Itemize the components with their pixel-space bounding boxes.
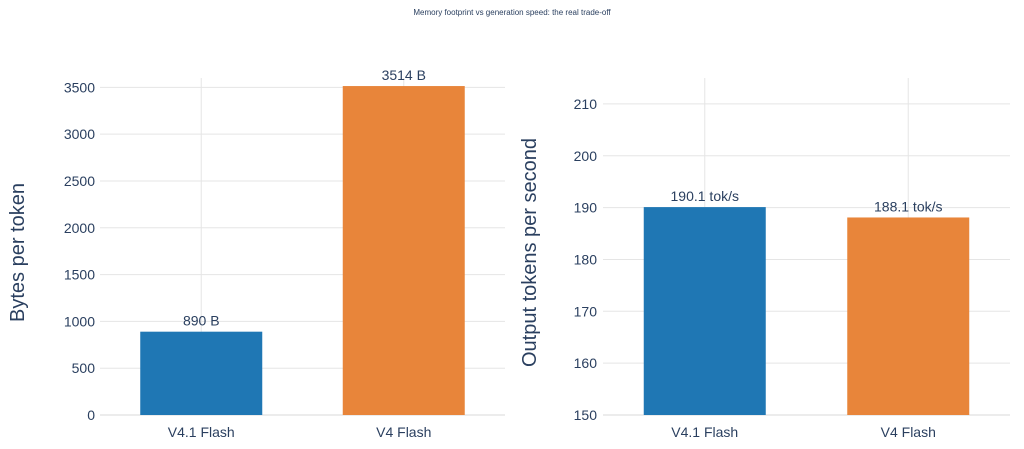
bar-data-label: 890 B: [183, 313, 220, 329]
bar-v4-flash: [342, 86, 465, 416]
x-category-label: V4.1 Flash: [671, 424, 738, 440]
bar-data-label: 188.1 tok/s: [874, 198, 943, 214]
y-tick-label: 500: [72, 360, 96, 376]
y-tick-label: 200: [574, 148, 598, 164]
y-axis-title: Bytes per token: [7, 183, 29, 322]
y-tick-label: 3500: [64, 79, 95, 95]
y-tick-label: 3000: [64, 126, 95, 142]
y-tick-label: 2500: [64, 173, 95, 189]
y-tick-label: 180: [574, 251, 598, 267]
y-tick-label: 190: [574, 200, 598, 216]
y-tick-label: 2000: [64, 220, 95, 236]
bar-data-label: 3514 B: [382, 67, 426, 83]
y-tick-label: 0: [87, 407, 95, 423]
bar-data-label: 190.1 tok/s: [671, 188, 740, 204]
y-tick-label: 160: [574, 355, 598, 371]
y-tick-label: 150: [574, 407, 598, 423]
figure-title: Memory footprint vs generation speed: th…: [413, 8, 611, 17]
x-category-label: V4 Flash: [376, 424, 431, 440]
bytes-per-token-chart: 0 500 1000 1500 2000 2500 3000 3500 890 B V4.1 Fl…: [7, 67, 505, 440]
bar-v4-flash: [847, 217, 970, 415]
y-tick-label: 1500: [64, 267, 95, 283]
x-category-label: V4 Flash: [881, 424, 936, 440]
bar-v4-1-flash: [643, 207, 766, 415]
y-tick-label: 210: [574, 96, 598, 112]
output-tokens-per-second-chart: 150 160 170 180 190 200 210 190.1 tok/s V4.1 Fla…: [519, 78, 1010, 440]
x-category-label: V4.1 Flash: [168, 424, 235, 440]
y-tick-label: 1000: [64, 313, 95, 329]
bar-v4-1-flash: [140, 331, 263, 415]
y-axis-title: Output tokens per second: [519, 138, 541, 367]
y-tick-label: 170: [574, 303, 598, 319]
